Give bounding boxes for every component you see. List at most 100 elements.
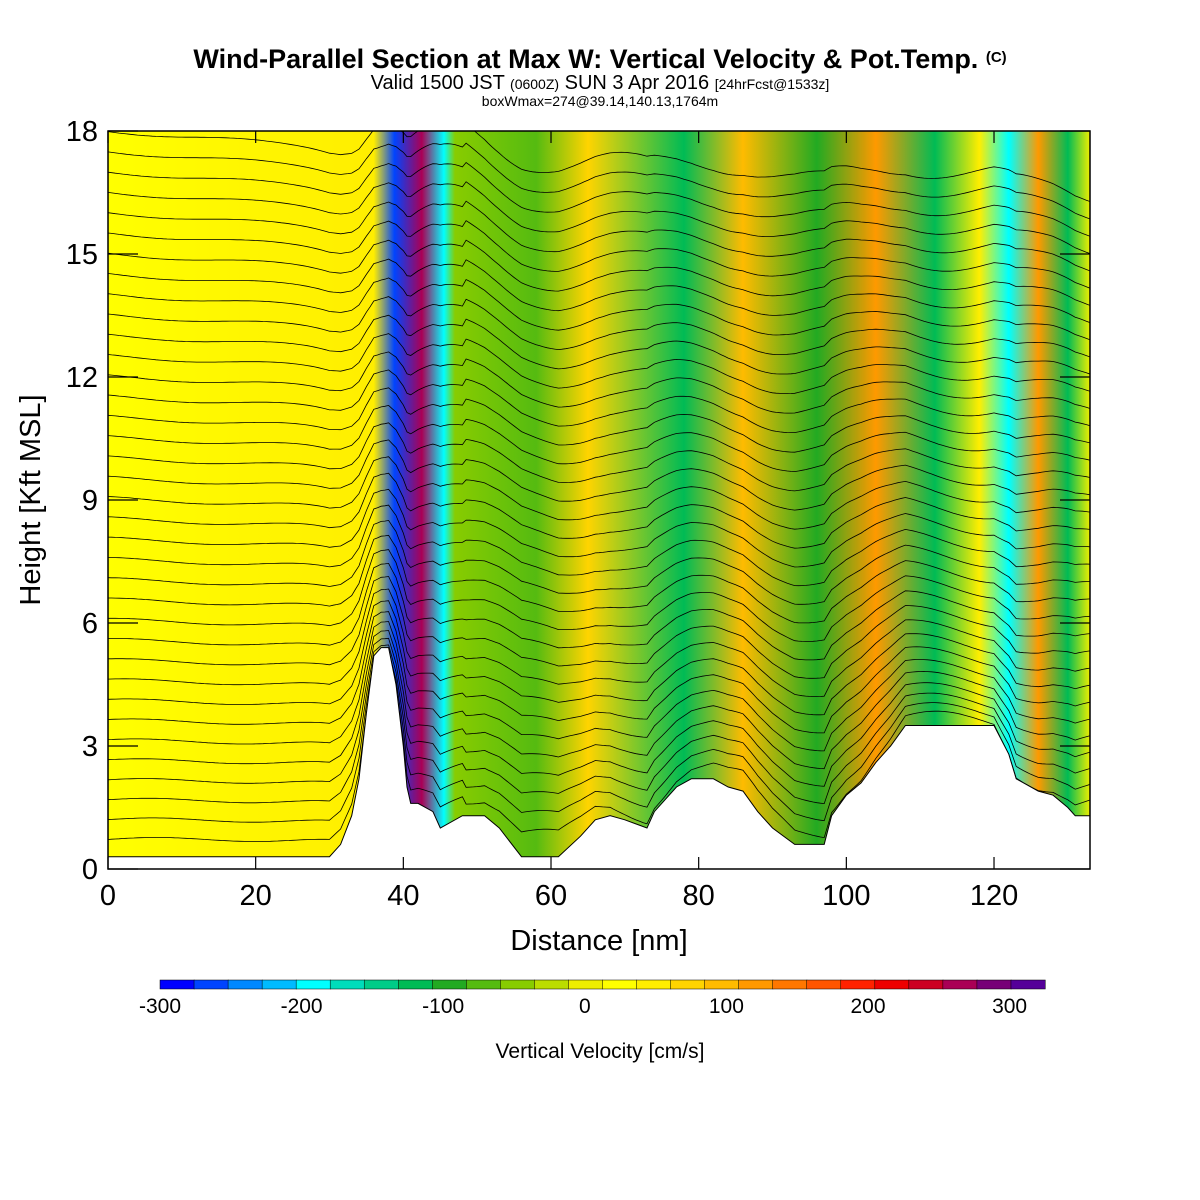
colorbar-tick-label: 0 [579, 995, 591, 1018]
isentrope [108, 644, 1090, 805]
colorbar-swatch [159, 979, 195, 990]
colorbar-swatch [670, 979, 706, 990]
y-tick-label: 18 [66, 116, 98, 148]
isentrope [108, 439, 1090, 511]
x-axis-label: Distance [nm] [510, 925, 687, 957]
isentrope [108, 404, 1090, 473]
colorbar-swatch [636, 979, 672, 990]
colorbar-swatch [772, 979, 808, 990]
isentrope [108, 621, 1090, 752]
isentrope [108, 369, 1090, 433]
colorbar: -300 -200 -100 0 100 200 300 [139, 979, 1046, 1018]
x-tick-label: 120 [970, 880, 1018, 912]
colorbar-swatch [534, 979, 570, 990]
isentrope [108, 387, 1090, 453]
colorbar-tick-label: 200 [850, 995, 885, 1018]
colorbar-swatch [329, 979, 365, 990]
colorbar-swatch [908, 979, 944, 990]
colorbar-swatch [704, 979, 740, 990]
colorbar-swatch [806, 979, 842, 990]
colorbar-swatch [363, 979, 399, 990]
colorbar-swatch [1010, 979, 1046, 990]
x-tick-label: 100 [822, 880, 870, 912]
colorbar-swatch [466, 979, 501, 990]
colorbar-label: Vertical Velocity [cm/s] [496, 1040, 705, 1063]
colorbar-swatch [874, 979, 910, 990]
colorbar-swatch [261, 979, 297, 990]
isentrope [108, 161, 1090, 237]
y-tick-label: 9 [82, 485, 98, 517]
colorbar-swatch [193, 979, 229, 990]
isentrope [108, 630, 1090, 770]
title-text: Wind-Parallel Section at Max W: Vertical… [193, 44, 979, 74]
forecast-info: [24hrFcst@1533z] [714, 76, 830, 92]
colorbar-tick-label: -100 [422, 995, 464, 1018]
x-tick-label: 20 [240, 880, 272, 912]
isentrope [108, 488, 1090, 568]
isentrope [108, 314, 1090, 375]
isentrope [108, 220, 1090, 289]
colorbar-swatch [295, 979, 331, 990]
plot-area [108, 131, 1090, 869]
x-tick-label: 40 [387, 880, 419, 912]
colorbar-swatch [942, 979, 978, 990]
y-tick-label: 12 [66, 362, 98, 394]
isentrope [108, 534, 1090, 624]
chart-title: Wind-Parallel Section at Max W: Vertical… [0, 44, 1200, 75]
terrain [108, 647, 1090, 869]
x-tick-label: 80 [683, 880, 715, 912]
isentrope [108, 562, 1090, 661]
isentrope [108, 600, 1090, 716]
y-tick-label: 0 [82, 854, 98, 886]
x-axis: 0 20 40 60 80 100 120 [100, 131, 1018, 912]
colorbar-swatch [398, 979, 433, 990]
isentrope [108, 611, 1090, 734]
x-tick-label: 0 [100, 880, 116, 912]
isentrope [108, 504, 1090, 587]
chart-subtitle: Valid 1500 JST (0600Z) SUN 3 Apr 2016 [2… [0, 72, 1200, 95]
y-axis: 0 3 6 9 12 15 18 [66, 116, 1090, 886]
y-tick-label: 6 [82, 608, 98, 640]
isentrope-lines [108, 131, 1090, 842]
isentrope [108, 637, 1090, 787]
isentrope [108, 456, 1090, 530]
y-axis-label: Height [Kft MSL] [15, 394, 47, 605]
isentrope [108, 549, 1090, 642]
colorbar-tick-label: 300 [992, 995, 1027, 1018]
colorbar-swatch [227, 979, 263, 990]
isentrope [108, 131, 1090, 202]
isentrope [108, 258, 1090, 323]
isentrope [108, 649, 1090, 823]
isentrope [108, 200, 1090, 272]
isentrope [108, 239, 1090, 306]
box-info: boxWmax=274@39.14,140.13,1764m [481, 93, 719, 109]
isentrope [108, 351, 1090, 414]
colorbar-swatch [500, 979, 535, 990]
valid-time: Valid 1500 JST [370, 72, 505, 94]
title-copyright: (C) [985, 49, 1007, 66]
isentrope [108, 142, 1090, 220]
isentrope [108, 296, 1090, 358]
colorbar-tick-label: -200 [281, 995, 323, 1018]
colorbar-swatch [568, 979, 604, 990]
isentrope [108, 277, 1090, 341]
isentrope [108, 181, 1090, 254]
valid-zulu: (0600Z) [510, 76, 560, 92]
isentrope [108, 333, 1090, 394]
y-tick-label: 3 [82, 731, 98, 763]
colorbar-tick-label: -300 [139, 995, 181, 1018]
isentrope [108, 472, 1090, 549]
colorbar-tick-label: 100 [709, 995, 744, 1018]
x-tick-label: 60 [535, 880, 567, 912]
isentrope [108, 576, 1090, 679]
isentrope [108, 588, 1090, 697]
isentrope [108, 653, 1090, 842]
colorbar-swatch [976, 979, 1012, 990]
colorbar-swatch [602, 979, 638, 990]
isentrope [108, 519, 1090, 605]
colorbar-swatch [840, 979, 876, 990]
y-tick-label: 15 [66, 239, 98, 271]
colorbar-swatch [738, 979, 774, 990]
isentrope [108, 422, 1090, 492]
